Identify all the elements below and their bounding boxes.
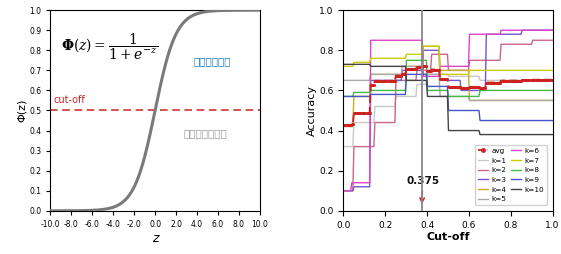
Text: cut-off: cut-off — [54, 96, 85, 105]
Y-axis label: Accuracy: Accuracy — [306, 85, 316, 136]
X-axis label: z: z — [152, 232, 158, 245]
X-axis label: Cut-off: Cut-off — [426, 232, 470, 242]
Legend: avg, k=1, k=2, k=3, k=4, k=5, k=6, k=7, k=8, k=9, k=10: avg, k=1, k=2, k=3, k=4, k=5, k=6, k=7, … — [475, 145, 547, 205]
Text: $\boldsymbol{\Phi}(z) = \dfrac{1}{1 + e^{-z}}$: $\boldsymbol{\Phi}(z) = \dfrac{1}{1 + e^… — [61, 31, 158, 61]
Text: 기상해일미발생: 기상해일미발생 — [183, 129, 227, 139]
Y-axis label: Φ(z): Φ(z) — [17, 99, 26, 122]
Text: 기상해일발생: 기상해일발생 — [194, 56, 231, 66]
Text: 0.375: 0.375 — [406, 176, 439, 202]
